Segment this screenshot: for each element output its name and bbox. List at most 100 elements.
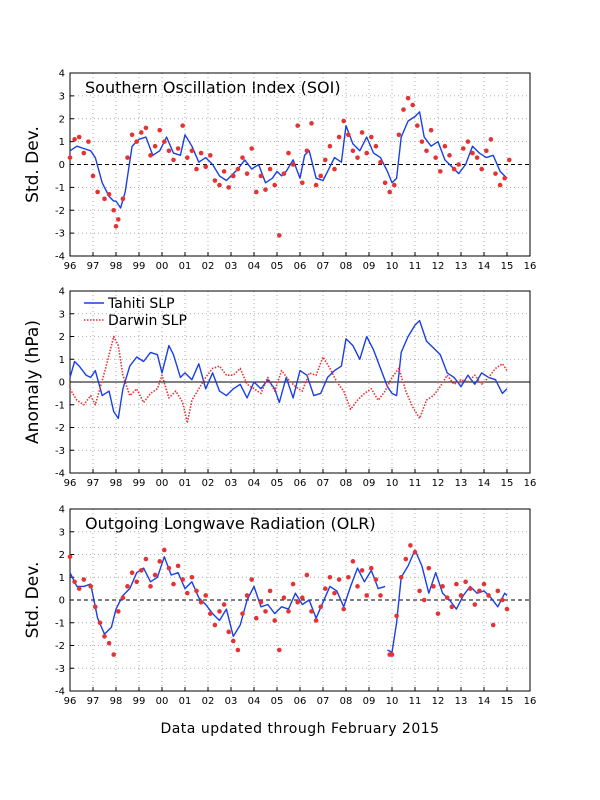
olr-series-1-point (175, 563, 181, 569)
slp-xtick-label: 98 (110, 478, 123, 489)
soi-series-1-point (72, 137, 77, 142)
olr-series-1-point (125, 584, 130, 589)
olr-xtick-label: 98 (110, 696, 123, 707)
soi-series-1-point (461, 146, 466, 151)
soi-series-1-point (180, 123, 185, 128)
olr-ytick-label: 0 (59, 596, 65, 607)
olr-series-1-point (267, 588, 273, 594)
olr-xtick-label: 04 (248, 696, 261, 707)
soi-series-1-point (451, 166, 457, 172)
olr-ytick-label: -1 (55, 618, 65, 629)
legend-label-darwin-slp: Darwin SLP (108, 313, 187, 329)
olr-ytick-label: -4 (55, 687, 65, 698)
soi-series-1-point (90, 173, 96, 179)
slp-xtick-label: 03 (225, 478, 238, 489)
olr-series-1-point (408, 543, 413, 548)
olr-series-1-point (81, 577, 87, 582)
olr-series-1-point (403, 556, 409, 562)
soi-series-1-point (392, 182, 397, 188)
soi-series-1-point (116, 217, 121, 222)
slp-panel: 96 97 98 99 00 01 02 03 04 05 06 07 08 09 10 11 12 13 14 15… (23, 287, 536, 490)
slp-ytick-label: 1 (59, 355, 65, 366)
olr-series-1-point (346, 574, 351, 580)
olr-xtick-label: 12 (432, 696, 445, 707)
soi-xtick-label: 06 (294, 261, 307, 272)
slp-xtick-label: 01 (179, 478, 192, 489)
olr-xtick-label: 16 (524, 696, 537, 707)
soi-series-1-point (277, 233, 282, 238)
olr-xtick-label: 08 (340, 696, 353, 707)
slp-xtick-label: 13 (455, 478, 468, 489)
soi-ytick-label: 3 (59, 91, 65, 102)
soi-series-1-point (341, 118, 347, 124)
olr-xtick-label: 07 (317, 696, 330, 707)
slp-xtick-label: 11 (409, 478, 422, 489)
olr-series-1-point (263, 609, 268, 614)
olr-series-1-point (208, 611, 213, 616)
legend-label-tahiti-slp: Tahiti SLP (107, 296, 175, 312)
olr-series-1-point (440, 584, 445, 589)
olr-series-1-point (318, 604, 324, 610)
soi-series-1-point (327, 143, 333, 149)
olr-series-1-point (180, 577, 185, 582)
soi-series-1-point (120, 196, 126, 202)
olr-series-1-point (143, 556, 149, 562)
slp-ytick-label: -1 (55, 400, 65, 411)
olr-series-1-point (486, 593, 491, 598)
soi-series-1-point (281, 171, 287, 176)
olr-xtick-label: 09 (363, 696, 376, 707)
olr-series-1-point (355, 584, 360, 589)
soi-ytick-label: -1 (55, 183, 65, 194)
soi-series-1-point (474, 155, 480, 160)
soi-xtick-label: 15 (501, 261, 514, 272)
olr-series-1-point (272, 618, 278, 623)
soi-series-1-point (189, 148, 195, 154)
soi-series-1-point (424, 148, 429, 154)
olr-series-1-point (458, 593, 464, 598)
soi-series-1-point (313, 182, 319, 188)
soi-ytick-label: 1 (59, 137, 65, 148)
soi-xtick-label: 10 (386, 261, 399, 272)
slp-ytick-label: 0 (59, 378, 65, 389)
olr-xtick-label: 02 (202, 696, 215, 707)
olr-series-1-point (467, 586, 473, 591)
slp-xtick-label: 99 (133, 478, 146, 489)
olr-series-1-point (426, 565, 432, 571)
slp-ytick-label: -2 (55, 423, 65, 434)
olr-ytick-label: -3 (55, 664, 65, 675)
olr-series-1-point (286, 609, 291, 614)
olr-xtick-label: 10 (386, 696, 399, 707)
olr-series-1-point (277, 647, 282, 653)
olr-series-1-point (504, 606, 510, 612)
olr-xtick-label: 00 (156, 696, 169, 707)
soi-xtick-label: 12 (432, 261, 445, 272)
olr-title: Outgoing Longwave Radiation (OLR) (85, 514, 376, 533)
soi-series-1-point (318, 173, 324, 179)
soi-series-1-point (95, 189, 100, 195)
soi-series-1-point (373, 143, 379, 149)
slp-y-axis-label: Anomaly (hPa) (23, 320, 43, 444)
soi-series-1-point (203, 164, 208, 170)
olr-series-1-point (217, 609, 222, 614)
soi-series-1-point (67, 155, 73, 160)
soi-xtick-label: 96 (64, 261, 77, 272)
darwin-slp-line (69, 335, 508, 424)
soi-series-0-line (69, 111, 508, 209)
olr-xtick-label: 01 (179, 696, 192, 707)
soi-ytick-label: 2 (59, 114, 65, 125)
soi-series-1-point (304, 148, 310, 154)
soi-series-1-point (134, 139, 139, 144)
soi-xtick-label: 14 (478, 261, 491, 272)
soi-series-1-point (113, 223, 119, 229)
soi-xtick-label: 01 (179, 261, 192, 272)
olr-series-1-point (162, 547, 167, 553)
olr-series-1-point (369, 565, 374, 571)
olr-xtick-label: 14 (478, 696, 491, 707)
olr-series-1-point (378, 593, 383, 598)
olr-series-1-point (295, 599, 301, 605)
olr-series-1-point (398, 574, 404, 580)
soi-series-1-point (258, 173, 264, 179)
olr-series-1-point (435, 611, 441, 616)
slp-xtick-label: 08 (340, 478, 353, 489)
